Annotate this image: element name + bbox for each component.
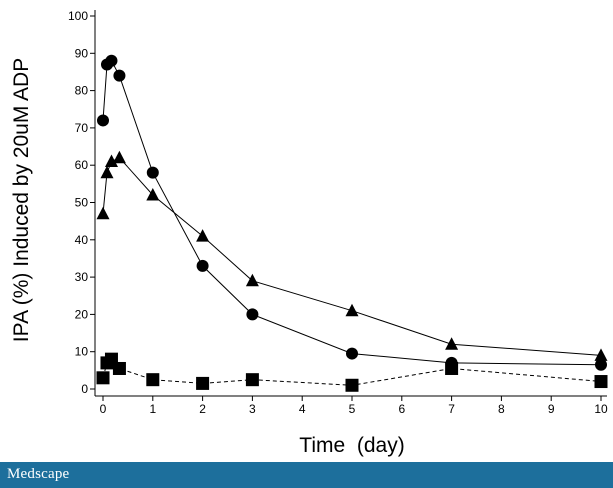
data-point-triangle [345,303,359,317]
data-point-square [196,376,210,390]
data-point-square [245,373,259,387]
data-point-triangle [146,188,160,201]
x-tick-label: 5 [349,402,356,416]
data-point-circle [246,308,259,321]
x-tick-label: 1 [149,402,156,416]
x-tick-label: 10 [594,402,608,416]
chart: 0 1 2 3 4 5 6 7 8 9 10 0 10 20 30 40 50 60 70 80 90 100 IPA … [10,9,608,457]
data-point-circle [595,358,607,371]
y-tick-label: 40 [75,233,89,247]
y-tick-label: 30 [75,270,89,284]
x-axis-title: Time (day) [299,434,404,457]
data-point-circle [346,347,358,360]
series-line-triangle [102,157,602,356]
y-tick-label: 0 [81,382,88,396]
data-point-square [112,361,126,375]
data-point-circle [113,69,126,82]
data-point-triangle [112,150,126,164]
x-tick-label: 7 [448,402,455,416]
series-line-square [102,358,602,386]
data-point-square [146,373,160,387]
data-point-triangle [96,206,110,220]
series-line-circle [102,60,602,366]
data-point-square [594,375,608,389]
x-tick-label: 8 [498,402,505,416]
data-point-triangle [445,337,459,350]
x-tick-label: 3 [249,402,256,416]
y-tick-label: 70 [75,121,89,135]
y-tick-label: 80 [75,84,89,98]
x-tick-label: 2 [199,402,206,416]
data-point-triangle [196,229,210,242]
series-square [96,352,608,392]
series-circle [97,54,607,371]
y-tick-label: 100 [68,9,88,23]
data-point-square [96,371,110,385]
data-point-circle [146,166,159,179]
y-tick-label: 60 [75,158,89,172]
data-point-square [445,361,459,375]
x-tick-label: 6 [398,402,405,416]
series-triangle [96,150,608,361]
y-tick-label: 50 [75,196,89,210]
y-axis-ticks: 0 10 20 30 40 50 60 70 80 90 100 [68,9,95,396]
data-point-triangle [100,165,114,179]
data-point-triangle [105,154,118,167]
data-point-square [345,378,359,392]
y-tick-label: 10 [75,345,89,359]
y-tick-label: 90 [75,46,89,60]
y-axis-title: IPA (%) Induced by 20uM ADP [10,58,33,342]
y-tick-label: 20 [75,307,89,321]
axes [94,10,607,397]
data-point-circle [97,114,109,127]
x-axis-ticks: 0 1 2 3 4 5 6 7 8 9 10 [100,396,608,416]
data-point-triangle [594,348,608,361]
x-tick-label: 0 [100,402,107,416]
series-layer [96,54,608,392]
brand-logo: Medscape [7,466,70,482]
data-point-triangle [245,273,259,287]
data-point-circle [105,54,118,67]
footer-bar: Medscape [0,462,613,488]
data-point-circle [196,259,209,272]
x-tick-label: 4 [299,402,306,416]
x-tick-label: 9 [548,402,555,416]
